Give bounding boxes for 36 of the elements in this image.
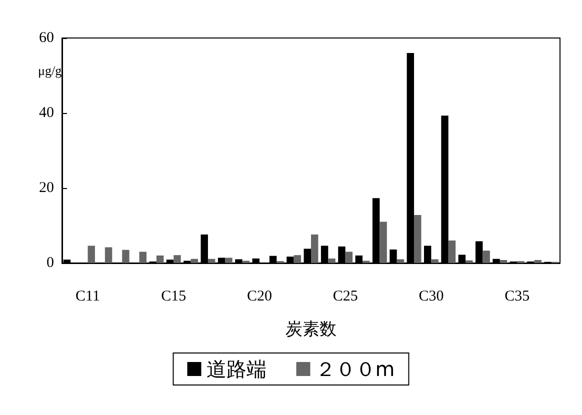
bar — [414, 215, 422, 263]
y-tick-label: 60 — [39, 30, 54, 46]
bar — [294, 255, 302, 263]
legend-label: ２００m — [315, 357, 395, 381]
x-tick-label: C30 — [418, 288, 444, 304]
bar — [104, 247, 112, 263]
bar — [190, 258, 198, 263]
bar — [500, 260, 508, 263]
y-tick-label: 40 — [39, 105, 54, 121]
bar — [88, 246, 95, 263]
x-tick-label: C11 — [76, 288, 100, 304]
x-tick-label: C35 — [504, 288, 530, 304]
x-tick-label: C20 — [246, 288, 272, 304]
bar — [396, 259, 404, 263]
bar — [466, 260, 473, 263]
bar — [431, 259, 438, 263]
bar — [345, 252, 353, 263]
bar — [225, 258, 232, 263]
y-tick-label: 20 — [39, 180, 54, 196]
y-axis-title: μg/g — [38, 63, 62, 78]
bar — [328, 258, 336, 263]
bar — [174, 255, 181, 263]
x-axis-title: 炭素数 — [286, 320, 336, 340]
x-tick-label: C15 — [161, 288, 186, 304]
bar — [448, 240, 456, 263]
y-tick-label: 0 — [46, 255, 54, 271]
legend-label: 道路端 — [206, 357, 266, 381]
bar — [380, 222, 387, 263]
bar — [482, 250, 490, 263]
bar — [156, 256, 164, 263]
bar — [139, 252, 146, 263]
x-tick-label: C25 — [332, 288, 358, 304]
bar — [122, 250, 130, 263]
bar — [311, 234, 318, 263]
bar — [208, 258, 216, 263]
bar — [534, 260, 542, 263]
